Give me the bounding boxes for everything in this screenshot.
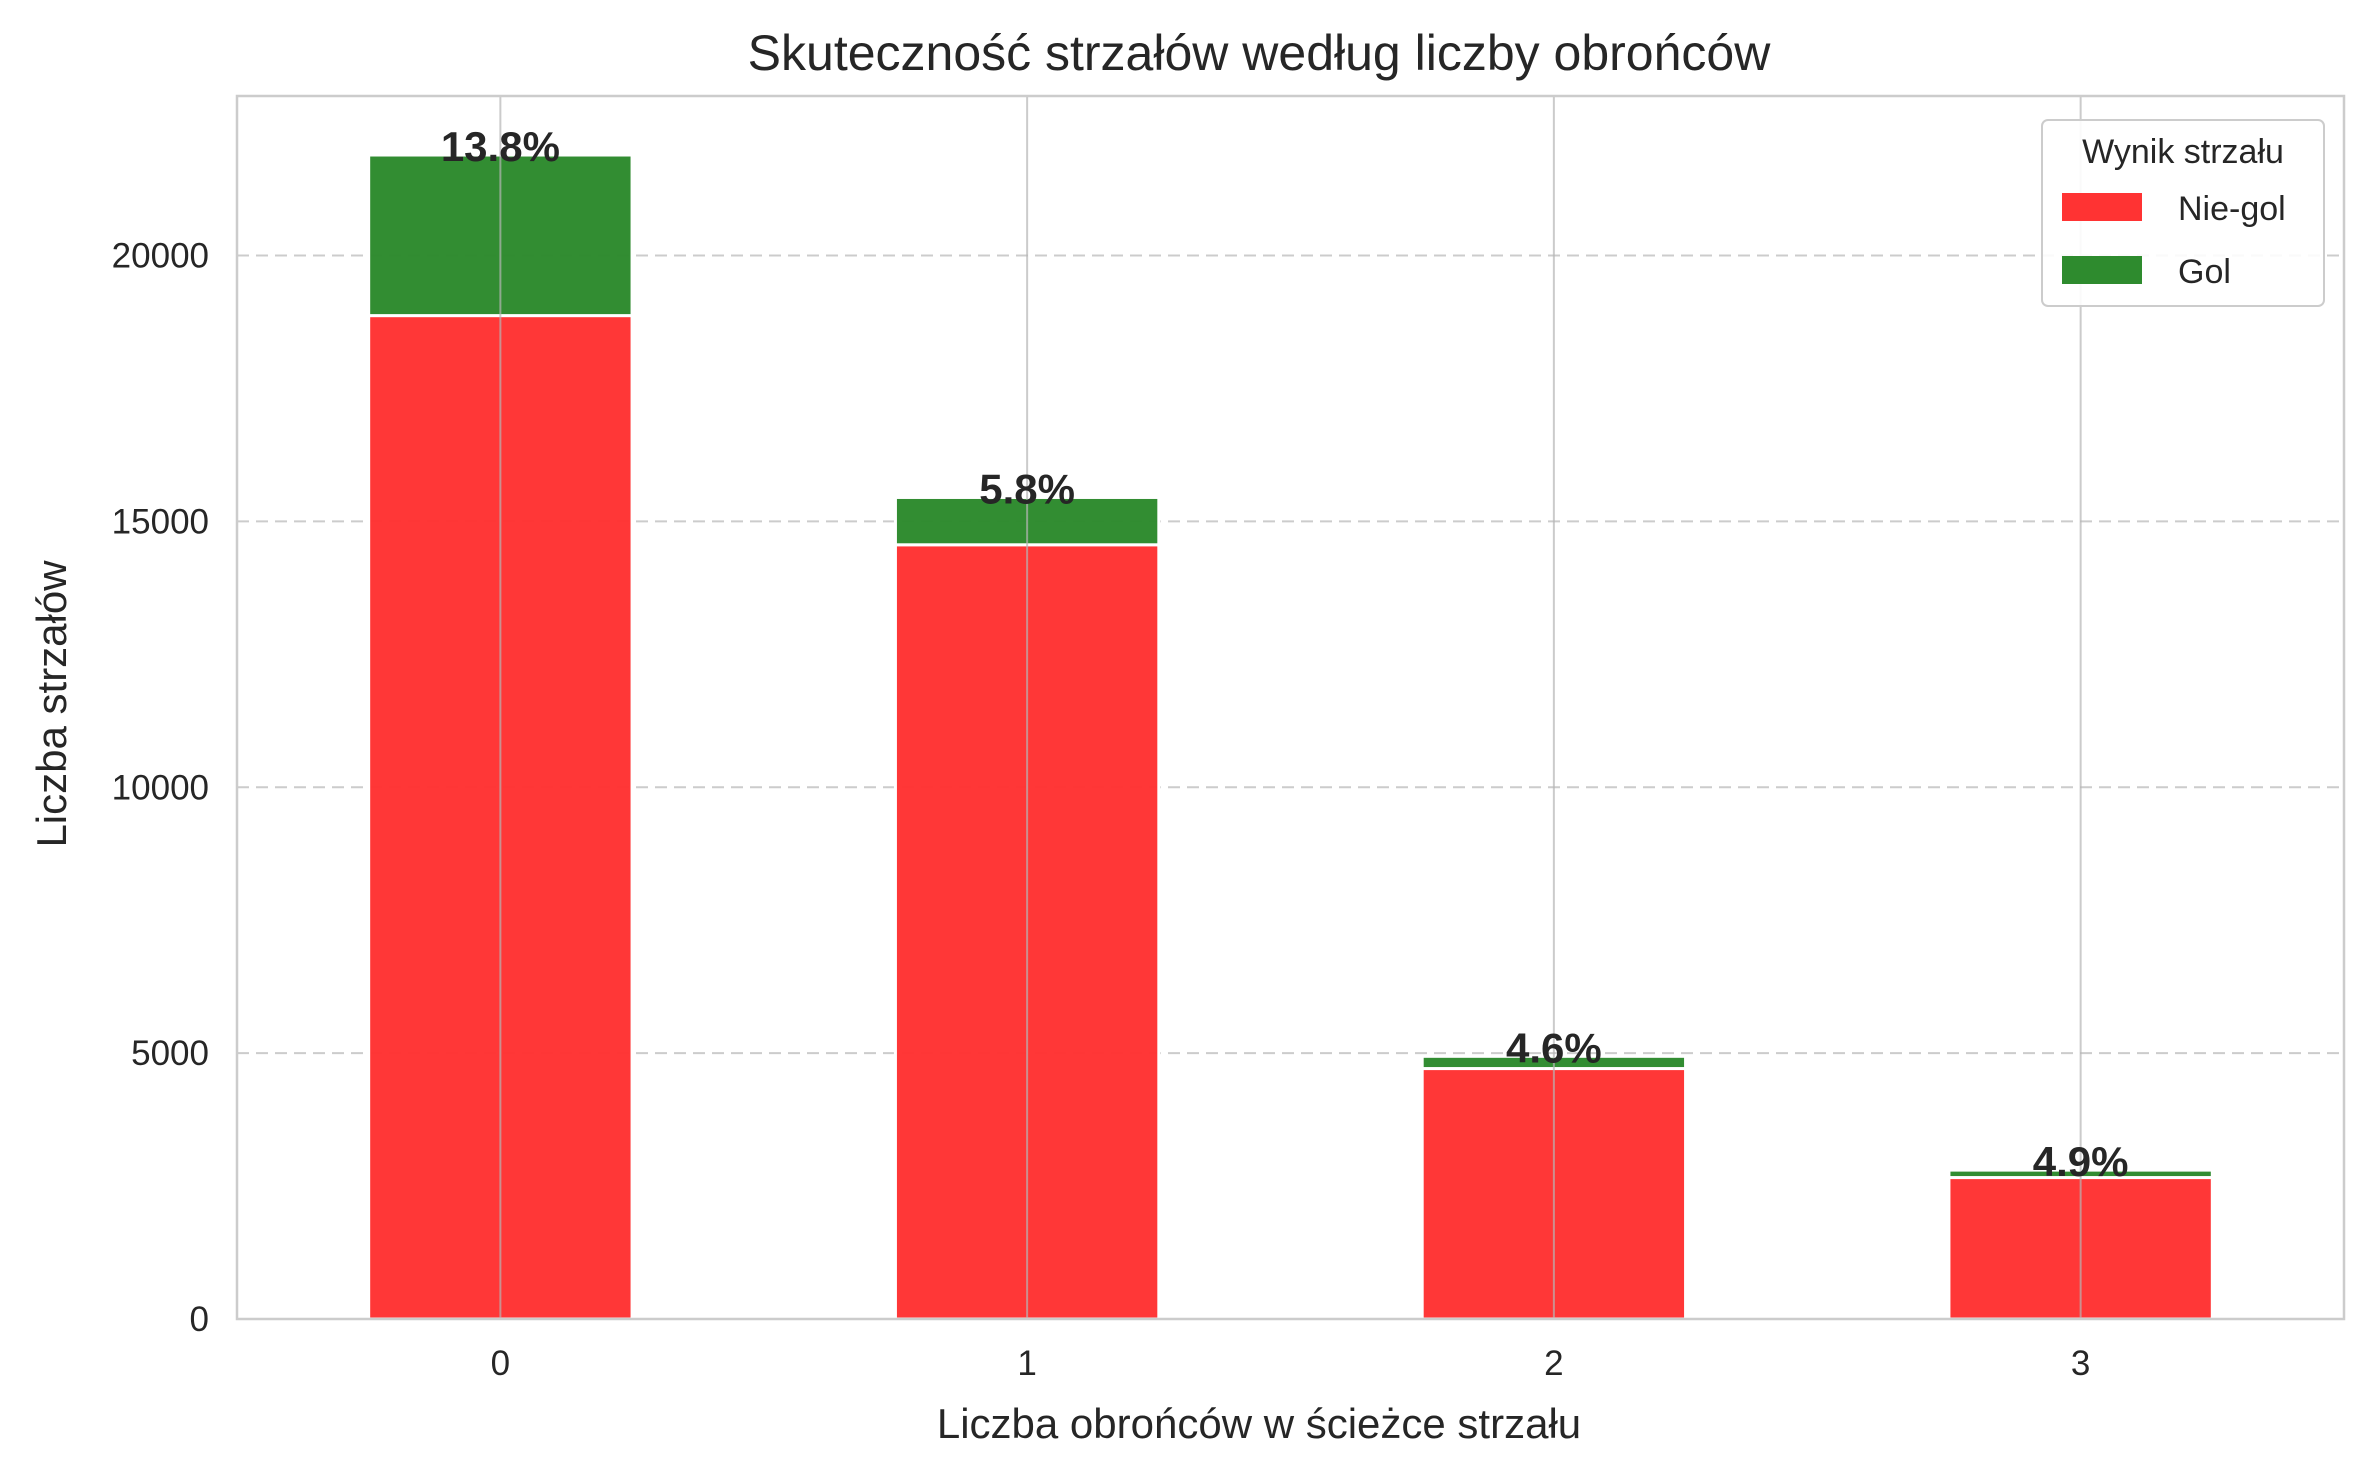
bar-percentage-label: 4.9% — [2033, 1138, 2129, 1185]
legend-label-nie-gol: Nie-gol — [2178, 190, 2286, 228]
x-tick-label: 0 — [491, 1344, 510, 1383]
x-axis-ticks: 0 1 2 3 — [491, 1344, 2091, 1383]
y-tick-label: 20000 — [112, 237, 209, 276]
bar-percentage-label: 13.8% — [441, 123, 560, 170]
legend-swatch-nie-gol — [2062, 193, 2142, 221]
bar-percentage-label: 5.8% — [979, 465, 1075, 512]
legend-label-gol: Gol — [2178, 253, 2231, 291]
legend: Wynik strzału Nie-gol Gol — [2041, 119, 2325, 307]
y-tick-label: 0 — [190, 1300, 209, 1339]
y-tick-label: 5000 — [131, 1034, 209, 1073]
legend-swatch-gol — [2062, 256, 2142, 284]
chart-title: Skuteczność strzałów według liczby obroń… — [748, 25, 1772, 81]
y-axis-ticks: 0 5000 10000 15000 20000 — [112, 237, 209, 1339]
x-axis-label: Liczba obrońców w ścieżce strzału — [937, 1400, 1581, 1447]
plot-frame — [235, 94, 2346, 1321]
bar-percentage-label: 4.6% — [1506, 1024, 1602, 1071]
legend-title: Wynik strzału — [2082, 133, 2284, 171]
x-tick-label: 1 — [1017, 1344, 1036, 1383]
x-tick-label: 3 — [2071, 1344, 2090, 1383]
x-tick-label: 2 — [1544, 1344, 1563, 1383]
y-tick-label: 10000 — [112, 768, 209, 807]
bar-labels: 13.8% 5.8% 4.6% 4.9% — [441, 123, 2129, 1185]
y-axis-label: Liczba strzałów — [28, 560, 75, 848]
y-tick-label: 15000 — [112, 502, 209, 541]
